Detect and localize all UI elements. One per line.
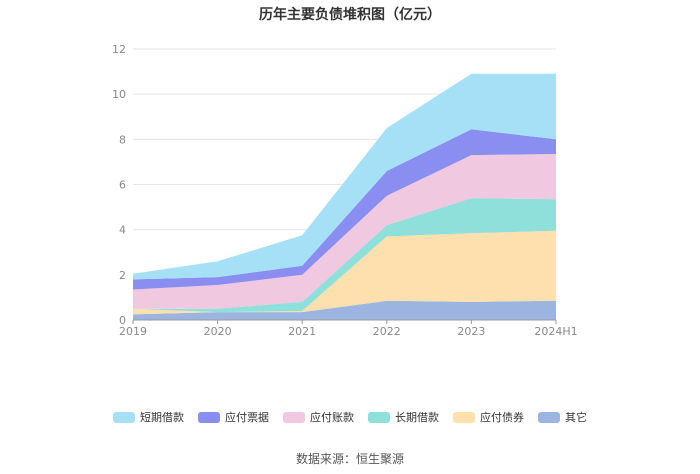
area-series-其它 <box>133 300 556 320</box>
data-source-note: 数据来源：恒生聚源 <box>295 452 404 466</box>
legend-item[interactable]: 应付债券 <box>453 409 524 425</box>
y-tick-label: 6 <box>119 179 126 192</box>
legend-label: 长期借款 <box>395 411 439 424</box>
area-series-短期借款 <box>133 73 556 280</box>
legend-item[interactable]: 其它 <box>538 409 587 425</box>
area-series-长期借款 <box>133 198 556 313</box>
area-series-应付债券 <box>133 230 556 315</box>
stacked-area-chart: 0 2 4 6 8 10 12 2019 2020 2021 2022 2023 2024H1 <box>112 43 578 338</box>
y-tick-label: 8 <box>119 133 126 146</box>
legend-swatch <box>283 411 305 423</box>
y-tick-label: 10 <box>112 88 126 101</box>
area-series-应付票据 <box>133 129 556 290</box>
x-tick-label: 2020 <box>204 325 232 338</box>
area-series-应付账款 <box>133 154 556 309</box>
legend: 短期借款 应付票据 应付账款 长期借款 应付债券 其它 <box>0 409 700 425</box>
legend-item[interactable]: 长期借款 <box>368 409 439 425</box>
x-tick-label: 2019 <box>119 325 147 338</box>
legend-label: 应付票据 <box>225 411 269 424</box>
legend-swatch <box>198 411 220 423</box>
legend-label: 应付债券 <box>480 411 524 424</box>
x-tick-label: 2021 <box>288 325 316 338</box>
legend-label: 短期借款 <box>140 411 184 424</box>
legend-swatch <box>368 411 390 423</box>
y-tick-label: 4 <box>119 224 126 237</box>
legend-item[interactable]: 应付账款 <box>283 409 354 425</box>
legend-swatch <box>453 411 475 423</box>
y-tick-label: 12 <box>112 43 126 56</box>
y-tick-label: 2 <box>119 269 126 282</box>
legend-item[interactable]: 应付票据 <box>198 409 269 425</box>
legend-swatch <box>113 411 135 423</box>
legend-label: 应付账款 <box>310 411 354 424</box>
x-tick-label: 2024H1 <box>534 325 577 338</box>
legend-swatch <box>538 411 560 423</box>
legend-label: 其它 <box>565 411 587 424</box>
y-tick-label: 0 <box>119 314 126 327</box>
legend-item[interactable]: 短期借款 <box>113 409 184 425</box>
chart-title: 历年主要负债堆积图（亿元） <box>259 7 441 23</box>
x-tick-label: 2022 <box>373 325 401 338</box>
x-tick-label: 2023 <box>457 325 485 338</box>
